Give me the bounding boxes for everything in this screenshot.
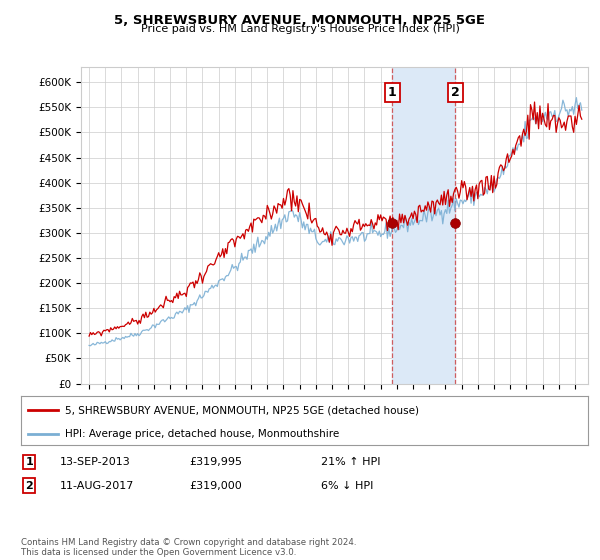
Text: 21% ↑ HPI: 21% ↑ HPI [321, 457, 380, 467]
Text: 5, SHREWSBURY AVENUE, MONMOUTH, NP25 5GE (detached house): 5, SHREWSBURY AVENUE, MONMOUTH, NP25 5GE… [65, 405, 419, 416]
Text: 13-SEP-2013: 13-SEP-2013 [60, 457, 131, 467]
Text: £319,000: £319,000 [189, 480, 242, 491]
Text: 11-AUG-2017: 11-AUG-2017 [60, 480, 134, 491]
Text: Contains HM Land Registry data © Crown copyright and database right 2024.
This d: Contains HM Land Registry data © Crown c… [21, 538, 356, 557]
Text: 6% ↓ HPI: 6% ↓ HPI [321, 480, 373, 491]
Text: 1: 1 [25, 457, 33, 467]
Text: 2: 2 [25, 480, 33, 491]
Text: 1: 1 [388, 86, 397, 99]
Text: Price paid vs. HM Land Registry's House Price Index (HPI): Price paid vs. HM Land Registry's House … [140, 24, 460, 34]
Text: £319,995: £319,995 [189, 457, 242, 467]
Text: 5, SHREWSBURY AVENUE, MONMOUTH, NP25 5GE: 5, SHREWSBURY AVENUE, MONMOUTH, NP25 5GE [115, 14, 485, 27]
Text: 2: 2 [451, 86, 460, 99]
Bar [392, 67, 455, 384]
Text: HPI: Average price, detached house, Monmouthshire: HPI: Average price, detached house, Monm… [65, 430, 340, 440]
